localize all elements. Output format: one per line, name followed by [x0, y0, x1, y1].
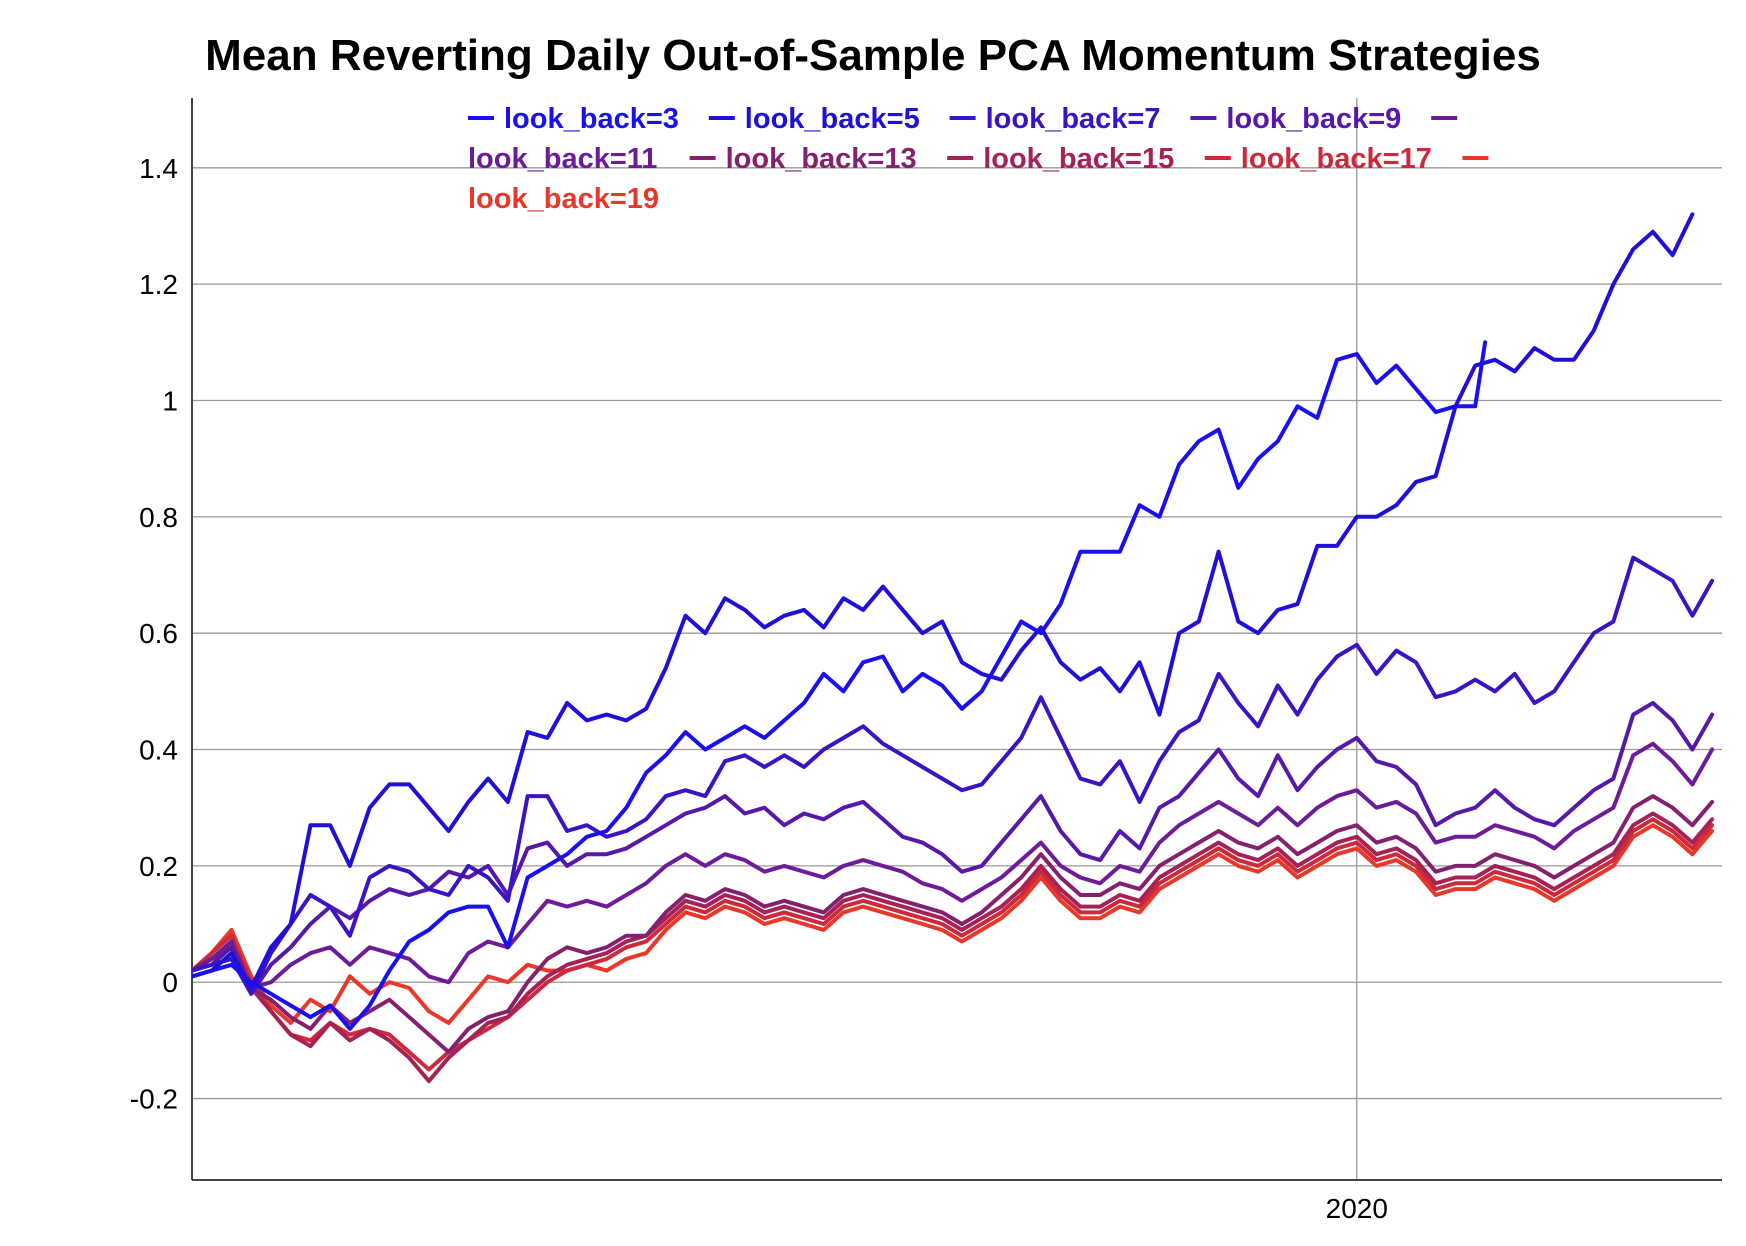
- y-tick-label: 1.4: [139, 153, 178, 184]
- legend-label: look_back=9: [1226, 103, 1401, 135]
- y-tick-label: 0: [162, 967, 178, 998]
- y-tick-label: 1.2: [139, 269, 178, 300]
- legend-label: look_back=13: [726, 143, 917, 175]
- y-tick-label: 0.6: [139, 618, 178, 649]
- series-line-look-back-17: [192, 817, 1715, 1072]
- series-lines: [192, 212, 1715, 1084]
- legend-label: look_back=5: [745, 103, 920, 135]
- y-tick-label: -0.2: [130, 1084, 178, 1115]
- series-line-look-back-11: [192, 741, 1715, 990]
- legend-label: look_back=17: [1241, 143, 1432, 175]
- x-tick-label: 2020: [1326, 1193, 1388, 1224]
- series-line-look-back-9: [192, 701, 1715, 996]
- y-tick-label: 0.4: [139, 735, 178, 766]
- series-line-look-back-5: [192, 212, 1695, 990]
- axes: -0.2 0 0.2 0.4 0.6 0.8 1 1.2 1.4 2020: [130, 98, 1722, 1224]
- chart-title: Mean Reverting Daily Out-of-Sample PCA M…: [205, 31, 1541, 80]
- series-line-look-back-3: [192, 340, 1488, 1031]
- series-line-look-back-13: [192, 794, 1715, 1054]
- gridlines: [192, 98, 1722, 1180]
- y-tick-label: 1: [162, 385, 178, 416]
- legend-label: look_back=3: [504, 103, 679, 135]
- legend-label: look_back=15: [983, 143, 1174, 175]
- y-tick-label: 0.8: [139, 502, 178, 533]
- legend-label: look_back=7: [986, 103, 1161, 135]
- series-line-look-back-7: [192, 555, 1715, 996]
- series-line-look-back-19: [192, 823, 1715, 1025]
- legend-label: look_back=11: [468, 143, 657, 175]
- legend: look_back=3 look_back=5 look_back=7 look_ba…: [468, 103, 1489, 215]
- legend-label: look_back=19: [468, 183, 659, 215]
- series-line-look-back-15: [192, 811, 1715, 1084]
- y-tick-label: 0.2: [139, 851, 178, 882]
